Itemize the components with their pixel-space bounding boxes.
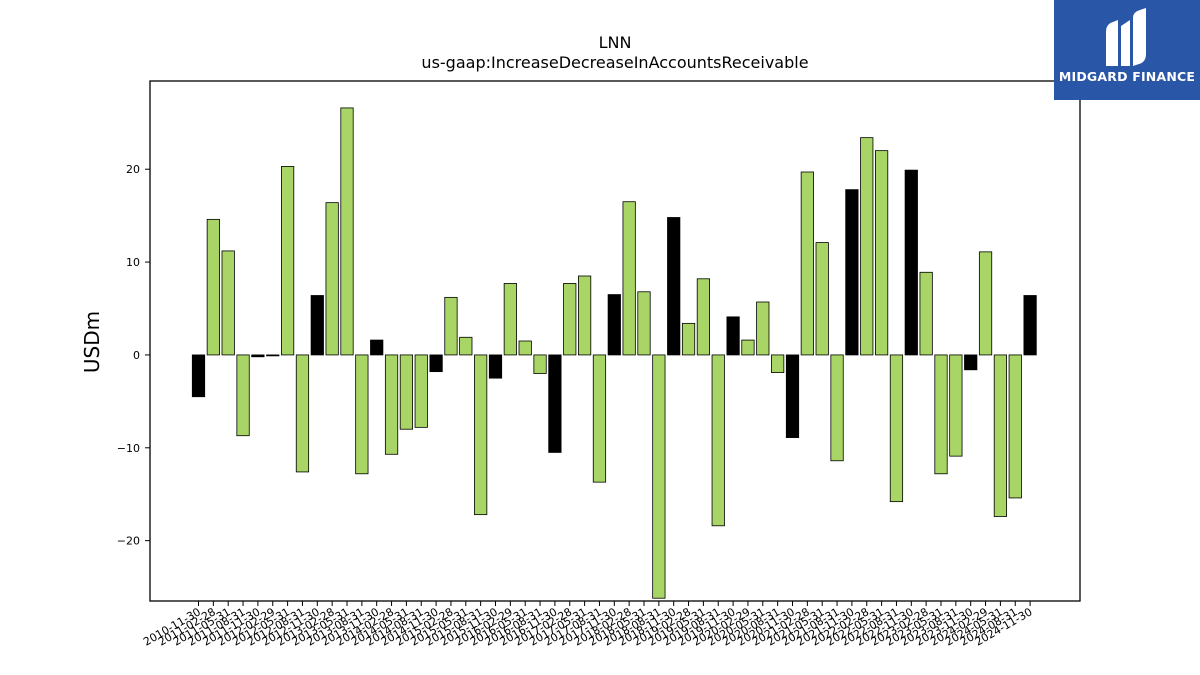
plot-frame [149, 80, 1081, 602]
bar-2016-05-31 [518, 340, 532, 356]
bar-2020-11-30 [785, 354, 800, 438]
bar-2016-02-29 [503, 283, 517, 356]
y-tick-label: −10 [117, 442, 140, 455]
brand-logo: MIDGARD FINANCE [1054, 0, 1200, 100]
bar-2024-02-29 [978, 251, 993, 356]
bar-2020-05-31 [756, 301, 770, 356]
bar-2018-02-28 [622, 201, 636, 356]
y-tick-label: 10 [126, 256, 140, 269]
bar-2021-02-28 [800, 171, 814, 356]
bar-2014-08-31 [414, 354, 428, 428]
bar-2014-11-30 [429, 354, 443, 373]
bar-2011-08-31 [236, 354, 250, 437]
bar-2015-11-30 [488, 354, 503, 379]
bar-2019-08-31 [711, 354, 725, 527]
bar-2019-11-30 [726, 316, 740, 356]
bar-2013-11-30 [370, 339, 384, 356]
bar-2024-05-31 [993, 354, 1008, 517]
bar-2010-11-30 [191, 354, 206, 398]
x-axis-ticks: 2010-11-302011-02-282011-05-312011-08-31… [141, 601, 1035, 649]
bar-2018-08-31 [652, 354, 666, 599]
chart-title: LNN [599, 33, 632, 52]
bar-2023-05-31 [934, 354, 948, 475]
bar-2015-05-31 [459, 336, 473, 356]
y-axis-ticks: −20 −10 0 10 20 [117, 163, 150, 548]
bar-2023-02-28 [919, 271, 933, 356]
bar-2019-05-31 [696, 278, 711, 356]
y-tick-label: 0 [133, 349, 140, 362]
bar-2014-02-28 [384, 354, 399, 455]
bar-2017-05-31 [578, 275, 592, 356]
brand-name: MIDGARD FINANCE [1058, 69, 1196, 84]
bar-2015-08-31 [474, 354, 488, 516]
bar-2015-02-28 [444, 296, 458, 356]
bar-2018-11-30 [667, 217, 681, 356]
bar-2022-02-28 [860, 137, 874, 356]
chart-subtitle: us-gaap:IncreaseDecreaseInAccountsReceiv… [421, 53, 808, 72]
bar-2017-02-28 [563, 283, 577, 356]
bar-2011-02-28 [206, 218, 220, 356]
bar-2012-05-31 [280, 166, 295, 356]
bar-2016-08-31 [533, 354, 547, 374]
bar-2017-11-30 [607, 294, 621, 356]
bar-2020-08-31 [771, 354, 785, 373]
bar-2014-05-31 [399, 354, 414, 430]
bar-2022-08-31 [889, 354, 904, 503]
bar-2013-02-28 [325, 202, 339, 356]
bar-2018-05-31 [637, 291, 651, 356]
bar-2024-11-30 [1023, 295, 1037, 356]
bar-2012-08-31 [295, 354, 310, 473]
bar-2023-11-30 [964, 354, 978, 371]
bar-2021-05-31 [815, 242, 829, 356]
bar-2013-08-31 [355, 354, 369, 475]
bar-2021-11-30 [845, 189, 859, 356]
bar-2019-02-28 [681, 322, 696, 356]
y-tick-label: −20 [117, 535, 140, 548]
bar-2023-08-31 [949, 354, 963, 457]
y-tick-label: 20 [126, 163, 140, 176]
bar-2022-05-31 [875, 150, 889, 356]
bars-group [191, 107, 1037, 599]
bar-2021-08-31 [830, 354, 844, 462]
bar-2017-08-31 [592, 354, 607, 483]
midgard-m-logo-icon [1106, 8, 1146, 66]
bar-2012-11-30 [310, 295, 324, 356]
bar-2020-02-29 [741, 339, 755, 356]
y-axis-label: USDm [80, 311, 104, 373]
bar-2016-11-30 [548, 354, 562, 453]
bar-2011-05-31 [221, 250, 235, 356]
bar-2022-11-30 [904, 169, 918, 356]
bar-2012-02-29 [266, 354, 280, 357]
bar-2011-11-30 [251, 354, 265, 358]
bar-2024-08-31 [1008, 354, 1022, 499]
bar-2013-05-31 [340, 107, 354, 356]
